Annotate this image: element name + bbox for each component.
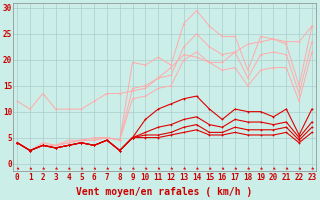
X-axis label: Vent moyen/en rafales ( km/h ): Vent moyen/en rafales ( km/h ) [76, 187, 253, 197]
